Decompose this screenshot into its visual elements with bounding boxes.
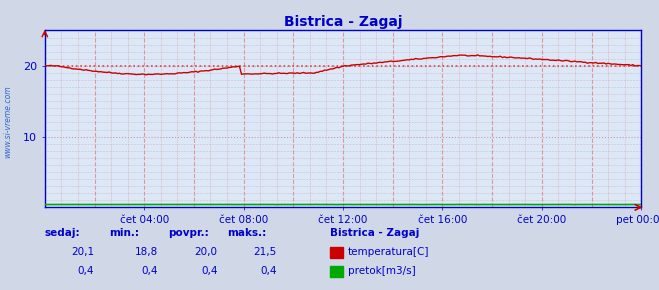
Text: 18,8: 18,8 [135,247,158,257]
Text: min.:: min.: [109,229,139,238]
Text: www.si-vreme.com: www.si-vreme.com [3,86,13,158]
Title: Bistrica - Zagaj: Bistrica - Zagaj [284,15,402,29]
Text: 20,0: 20,0 [194,247,217,257]
Text: Bistrica - Zagaj: Bistrica - Zagaj [330,229,419,238]
Text: 20,1: 20,1 [71,247,94,257]
Text: pretok[m3/s]: pretok[m3/s] [348,266,416,276]
Text: maks.:: maks.: [227,229,267,238]
Text: 0,4: 0,4 [260,266,277,276]
Text: 21,5: 21,5 [254,247,277,257]
Text: temperatura[C]: temperatura[C] [348,247,430,257]
Text: sedaj:: sedaj: [45,229,80,238]
Text: 0,4: 0,4 [78,266,94,276]
Text: 0,4: 0,4 [142,266,158,276]
Text: 0,4: 0,4 [201,266,217,276]
Text: povpr.:: povpr.: [168,229,209,238]
